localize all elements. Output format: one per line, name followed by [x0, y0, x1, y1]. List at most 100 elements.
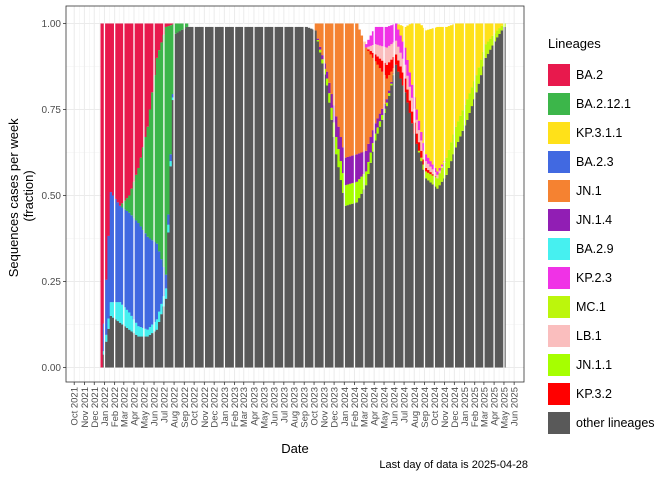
bar-segment-kp-3-1-1 [401, 26, 405, 42]
bar-segment-jn-1 [387, 75, 391, 91]
bar-segment-jn-1 [328, 23, 331, 83]
bar-segment-lb-1 [387, 45, 391, 63]
bar-segment-other-lineages [341, 192, 345, 368]
bar-segment-other-lineages [236, 26, 239, 368]
bar-segment-other-lineages [111, 317, 115, 368]
x-tick-label: May 2022 [139, 387, 150, 429]
bar-segment-other-lineages [330, 119, 334, 368]
x-tick-label: Aug 2024 [410, 387, 421, 428]
bar-segment-other-lineages [266, 26, 269, 368]
bar-segment-ba-2 [114, 23, 117, 199]
bar-segment-jn-1-4 [360, 152, 364, 177]
x-tick-label: Jun 2024 [390, 387, 401, 426]
bar-segment-jn-1-1 [330, 107, 334, 120]
bar-segment-kp-3-1-1 [436, 26, 439, 172]
bar-segment-ba-2-12-1 [123, 200, 127, 210]
bar-segment-other-lineages [339, 180, 343, 368]
bar-segment-other-lineages [300, 26, 304, 368]
bar-segment-ba-2-12-1 [144, 137, 147, 234]
bar-segment-ba-2-12-1 [130, 188, 134, 216]
bar-segment-other-lineages [328, 102, 331, 368]
bar-segment-jn-1 [325, 23, 329, 72]
bar-segment-ba-2-3 [114, 198, 117, 303]
bar-segment-other-lineages [344, 205, 347, 368]
bar-segment-jn-1 [330, 23, 334, 95]
bar-segment-lb-1 [374, 44, 377, 55]
bar-segment-kp-3-2 [404, 78, 407, 93]
bar-segment-kp-3-1-1 [415, 23, 419, 110]
bar-segment-ba-2-9 [123, 307, 127, 327]
x-tick-label: May 2024 [380, 387, 391, 429]
bar-segment-jn-1-4 [364, 150, 368, 172]
legend-label: JN.1.4 [576, 212, 613, 227]
bar-segment-lb-1 [410, 97, 414, 112]
legend-item: other lineages [548, 408, 668, 437]
bar-segment-other-lineages [107, 328, 111, 368]
bar-segment-kp-3-1-1 [479, 23, 483, 60]
bar-segment-mc-1 [484, 44, 488, 58]
bar-segment-other-lineages [466, 119, 469, 368]
bar-segment-other-lineages [351, 203, 354, 368]
x-tick-label: Oct 2024 [430, 387, 441, 426]
bar-segment-mc-1 [456, 121, 460, 142]
bar-segment-jn-1-4 [351, 155, 354, 184]
bar-segment-other-lineages [440, 181, 444, 368]
bar-segment-kp-3-1-1 [468, 23, 472, 94]
bar-segment-kp-2-3 [371, 31, 375, 45]
x-tick-label: Jun 2025 [510, 387, 521, 426]
y-tick-label: 0.25 [42, 277, 62, 288]
legend-label: LB.1 [576, 328, 602, 343]
bar-segment-mc-1 [489, 38, 492, 50]
bar-segment-other-lineages [433, 186, 437, 368]
bar-segment-kp-3-2 [415, 133, 419, 144]
bar-segment-other-lineages [374, 140, 377, 368]
x-tick-label: Jul 2024 [400, 387, 411, 423]
legend-item: KP.3.2 [548, 379, 668, 408]
bar-segment-mc-1 [493, 33, 497, 42]
bar-segment-mc-1 [450, 142, 453, 162]
bar-segment-jn-1-1 [378, 121, 382, 127]
bar-segment-other-lineages [496, 37, 499, 368]
bar-segment-mc-1 [461, 110, 465, 131]
bar-segment-kp-3-1-1 [477, 23, 481, 68]
x-tick-label: Jul 2022 [159, 387, 170, 423]
bar-segment-other-lineages [206, 26, 209, 368]
bar-segment-lb-1 [367, 46, 370, 50]
x-tick-label: Sep 2023 [300, 387, 311, 428]
bar-segment-jn-1-4 [323, 63, 327, 69]
bar-segment-ba-2-12-1 [180, 23, 184, 30]
bar-segment-jn-1-1 [358, 179, 361, 199]
bar-segment-other-lineages [468, 112, 472, 368]
bar-segment-ba-2-3 [137, 223, 140, 327]
bar-segment-mc-1 [477, 67, 481, 84]
bar-segment-other-lineages [450, 161, 453, 368]
bar-segment-mc-1 [417, 150, 421, 153]
bar-segment-kp-2-3 [424, 154, 428, 162]
bar-segment-other-lineages [367, 174, 370, 368]
x-tick-label: May 2023 [259, 387, 270, 429]
bar-segment-kp-3-1-1 [399, 25, 403, 36]
bar-segment-ba-2-12-1 [185, 23, 189, 27]
bar-segment-other-lineages [397, 71, 400, 368]
bar-segment-other-lineages [316, 41, 320, 368]
bar-segment-kp-2-3 [397, 29, 400, 47]
bar-segment-ba-2-9 [107, 318, 111, 329]
bar-segment-ba-2-3 [125, 210, 129, 310]
bar-segment-lb-1 [394, 40, 398, 55]
bar-segment-ba-2-3 [128, 212, 131, 313]
y-tick-label: 0.00 [42, 363, 62, 374]
bar-segment-other-lineages [456, 141, 460, 368]
bar-segment-kp-2-3 [364, 44, 368, 48]
bar-segment-jn-1-1 [318, 49, 322, 53]
bar-segment-other-lineages [323, 74, 327, 368]
bar-segment-jn-1 [318, 23, 322, 47]
bar-segment-jn-1 [360, 35, 364, 153]
bar-segment-other-lineages [295, 26, 299, 368]
bar-segment-ba-2 [171, 23, 175, 25]
bar-segment-other-lineages [134, 334, 138, 368]
legend-label: KP.2.3 [576, 270, 612, 285]
bar-segment-ba-2 [155, 23, 159, 58]
bar-segment-lb-1 [436, 174, 439, 179]
bar-segment-mc-1 [445, 157, 449, 175]
legend-swatch [548, 411, 570, 434]
